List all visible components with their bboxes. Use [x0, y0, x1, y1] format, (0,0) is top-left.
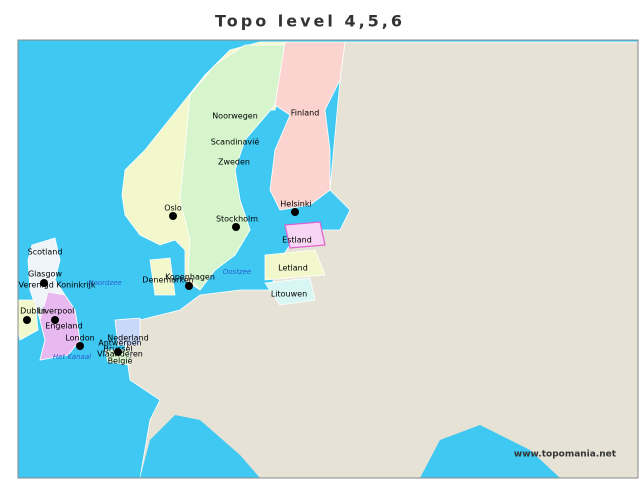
lithuania: [264, 277, 316, 306]
map-title: Topo level 4,5,6: [215, 12, 405, 31]
latvia: [264, 249, 326, 281]
place-label: Estland: [282, 236, 312, 245]
belgium: [104, 349, 131, 366]
place-label: Stockholm: [216, 215, 258, 224]
place-label: Vlaanderen: [97, 350, 143, 359]
place-label: België: [108, 357, 133, 366]
city-markers: [23, 208, 299, 356]
city-dot: [51, 316, 59, 324]
city-dot: [114, 348, 122, 356]
place-label: Denemarken: [142, 276, 193, 285]
place-label: Glasgow: [28, 270, 62, 279]
watermark: www.topomania.net: [514, 450, 617, 460]
denmark: [149, 257, 176, 296]
place-label: Litouwen: [271, 290, 307, 299]
map-labels: Noorwegen Scandinavië Zweden Finland Oslo Sto…: [19, 109, 320, 366]
place-label: Nederland: [107, 334, 148, 343]
finland: [269, 41, 346, 211]
city-dot: [185, 282, 193, 290]
place-label: Oostzee: [223, 268, 251, 276]
map-frame: [17, 39, 639, 479]
place-label: Liverpool: [38, 307, 75, 316]
place-label: Het Kanaal: [53, 353, 91, 361]
place-label: Letland: [278, 264, 308, 273]
place-label: Verenigd Koninkrijk: [19, 281, 96, 290]
place-label: Oslo: [164, 204, 182, 213]
sweden: [179, 44, 286, 291]
place-label: Helsinki: [280, 200, 311, 209]
city-dot: [76, 342, 84, 350]
black-sea: [420, 425, 560, 478]
city-dot: [40, 279, 48, 287]
city-dot: [232, 223, 240, 231]
place-label: Finland: [291, 109, 320, 118]
map: [17, 39, 639, 479]
place-label: Noorwegen: [212, 112, 258, 121]
city-dot: [291, 208, 299, 216]
place-label: London: [65, 334, 94, 343]
place-label: Antwerpen: [98, 339, 142, 348]
place-label: Dublin: [20, 307, 46, 316]
england: [39, 291, 81, 361]
southern-sea: [140, 415, 260, 478]
place-label: Scotland: [28, 248, 63, 257]
city-dot: [23, 316, 31, 324]
estonia: [284, 221, 326, 249]
place-label: Zweden: [218, 158, 250, 167]
city-dot: [169, 212, 177, 220]
place-label: Brussel: [103, 345, 132, 354]
place-label: Noordzee: [88, 279, 121, 287]
place-label: Engeland: [45, 322, 82, 331]
place-label: Scandinavië: [211, 138, 260, 147]
netherlands: [114, 317, 141, 346]
place-label: Kopenhagen: [165, 273, 215, 282]
